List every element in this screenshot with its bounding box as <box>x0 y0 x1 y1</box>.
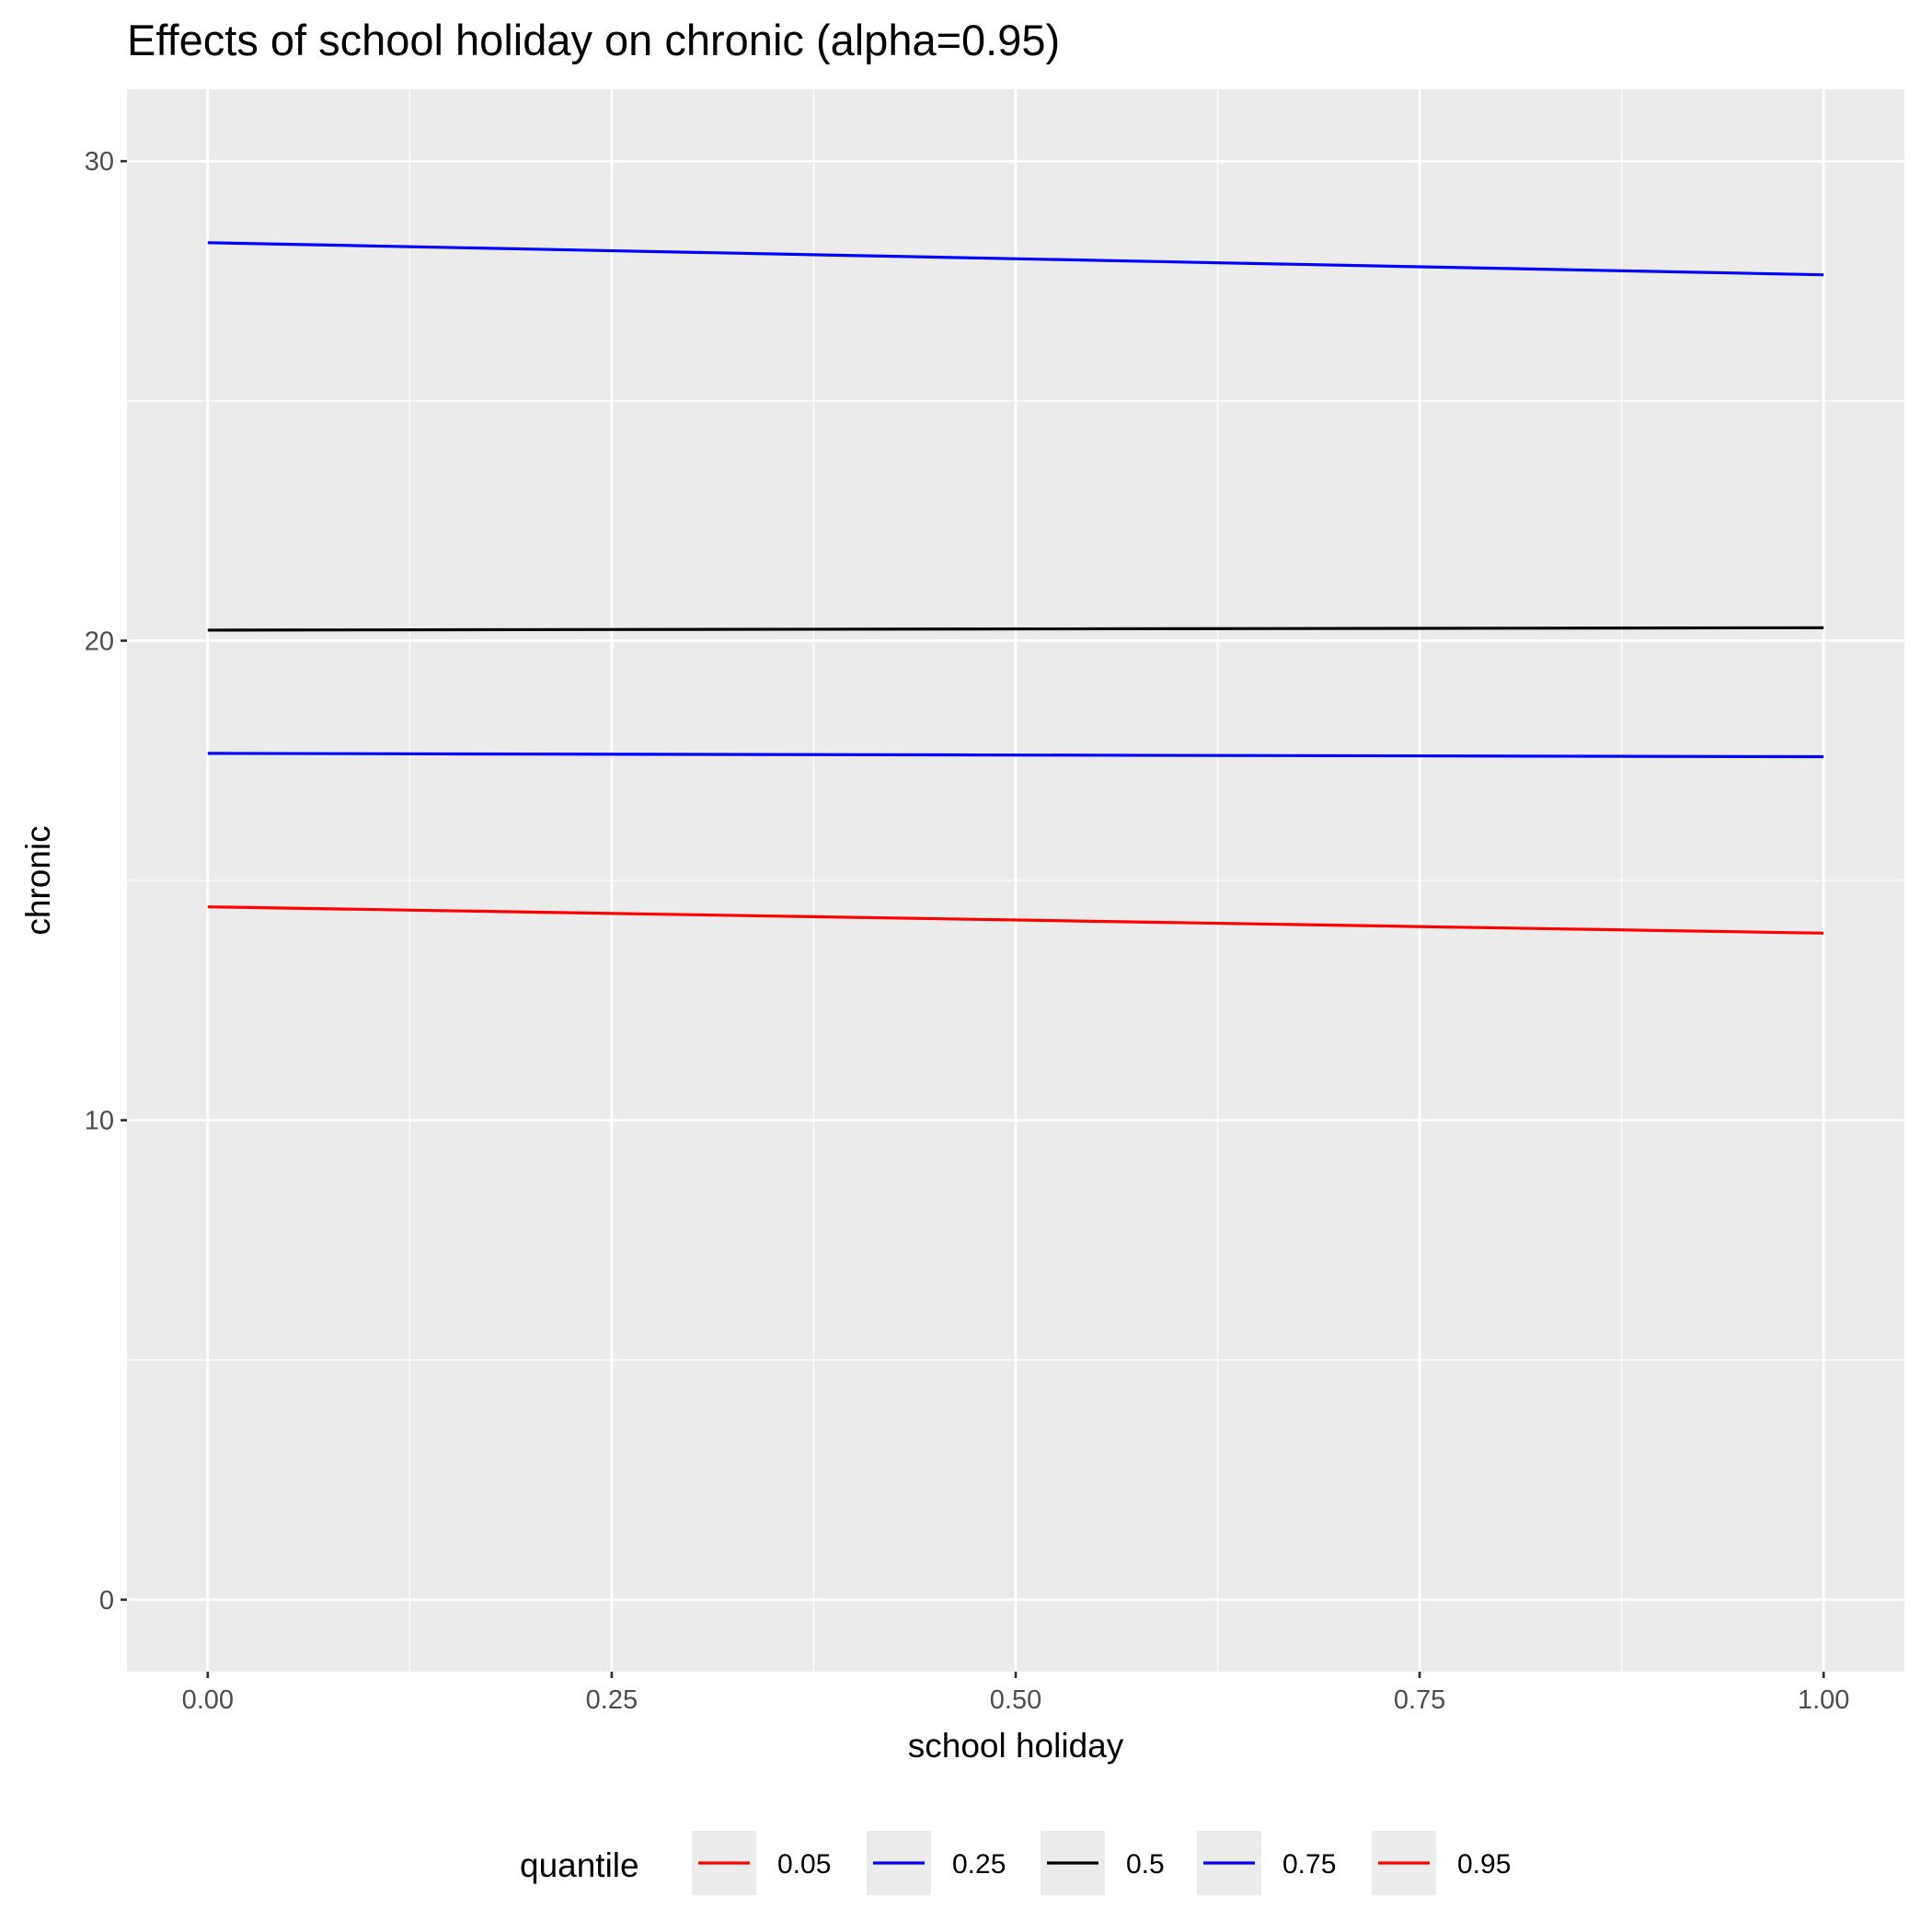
series-line-0_5 <box>207 626 1824 632</box>
series-line-0_25 <box>207 752 1824 759</box>
legend-title: quantile <box>520 1846 639 1884</box>
x-tick-label: 0.25 <box>586 1685 638 1715</box>
y-tick-label: 30 <box>85 147 114 177</box>
series-line-0_05 <box>207 905 1824 935</box>
legend-label: 0.75 <box>1282 1849 1336 1880</box>
legend-items: 0.05 0.25 0.5 0.75 0.95 <box>692 1831 1511 1895</box>
series-lines <box>207 241 1824 935</box>
legend-label: 0.05 <box>777 1849 831 1880</box>
chart-title: Effects of school holiday on chronic (al… <box>127 16 1060 64</box>
x-axis-title: school holiday <box>908 1727 1124 1765</box>
x-tick-label: 0.50 <box>990 1685 1041 1715</box>
x-tick-label: 0.75 <box>1394 1685 1445 1715</box>
major-gridlines <box>127 89 1904 1672</box>
y-axis-title: chronic <box>19 825 57 935</box>
x-tick-label: 1.00 <box>1798 1685 1849 1715</box>
legend-label: 0.25 <box>952 1849 1006 1880</box>
legend-label: 0.95 <box>1457 1849 1511 1880</box>
legend-label: 0.5 <box>1126 1849 1165 1880</box>
x-axis: 0.00 0.25 0.50 0.75 1.00 <box>182 1672 1849 1715</box>
series-line-0_75 <box>207 241 1824 277</box>
legend: quantile 0.05 0.25 0.5 0.75 0.95 <box>520 1831 1511 1895</box>
y-tick-label: 20 <box>85 627 114 656</box>
x-tick-label: 0.00 <box>182 1685 234 1715</box>
y-tick-label: 10 <box>85 1107 114 1136</box>
y-tick-label: 0 <box>99 1586 114 1616</box>
y-axis: 0 10 20 30 <box>85 147 127 1616</box>
